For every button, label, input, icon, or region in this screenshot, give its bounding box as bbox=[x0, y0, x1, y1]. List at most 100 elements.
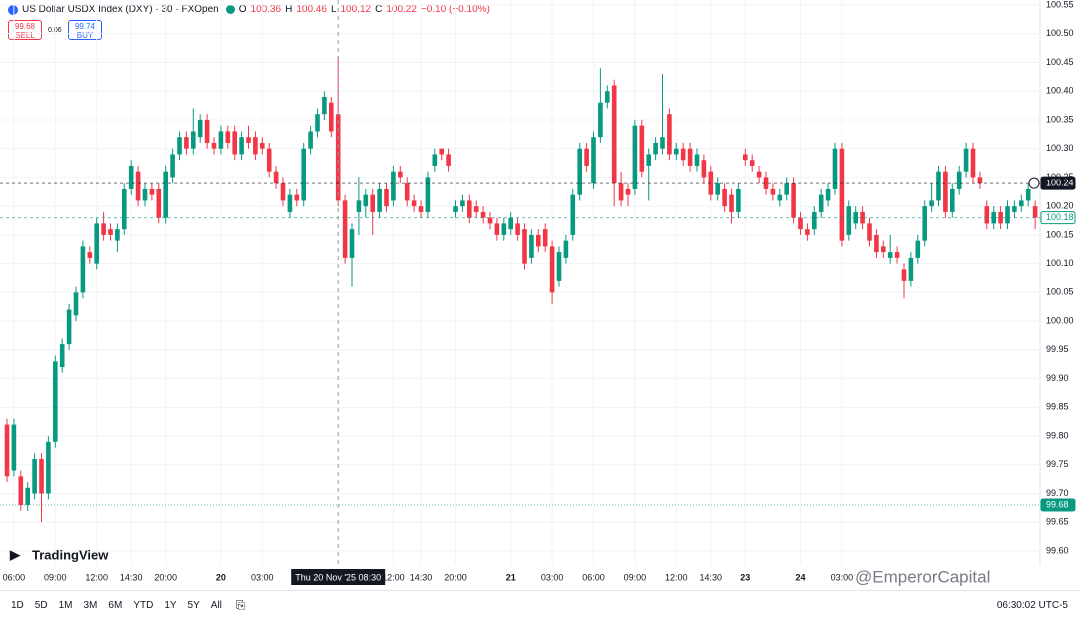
x-tick-label: 12:00 bbox=[85, 572, 108, 582]
range-button[interactable]: 5Y bbox=[187, 599, 200, 611]
clock: 06:30:02 UTC-5 bbox=[996, 599, 1068, 611]
y-tick-label: 100.50 bbox=[1046, 28, 1074, 38]
candle-body bbox=[356, 200, 362, 212]
candle-body bbox=[94, 223, 99, 264]
candle-body bbox=[936, 171, 941, 201]
candle-body bbox=[184, 137, 189, 149]
candle-body bbox=[480, 211, 486, 218]
y-tick-label: 99.75 bbox=[1046, 459, 1069, 469]
candle-body bbox=[508, 217, 513, 230]
candle-body bbox=[529, 234, 534, 258]
ohlc-c: 100.22 bbox=[386, 4, 417, 15]
x-tick-label: 09:00 bbox=[624, 572, 647, 582]
x-tick-label: 12:00 bbox=[382, 572, 405, 582]
candle-body bbox=[825, 188, 831, 201]
x-tick-label: 03:00 bbox=[541, 572, 564, 582]
sell-button[interactable]: 99.68 SELL bbox=[8, 20, 42, 40]
candle-body bbox=[329, 102, 334, 132]
candle-body bbox=[687, 148, 693, 166]
candle-body bbox=[453, 206, 458, 212]
y-tick-label: 99.85 bbox=[1046, 402, 1069, 412]
range-button[interactable]: 1D bbox=[11, 599, 24, 611]
symbol[interactable]: US Dollar USDX Index (DXY) · 30 · FXOpen bbox=[22, 4, 219, 15]
candle-body bbox=[901, 269, 907, 281]
candle-body bbox=[363, 194, 369, 207]
candle-body bbox=[335, 114, 341, 201]
candle-body bbox=[818, 194, 824, 212]
candle-body bbox=[556, 252, 562, 281]
candle-body bbox=[232, 131, 237, 155]
symbol-icon bbox=[8, 4, 18, 15]
candle-body bbox=[391, 171, 396, 201]
candle-body bbox=[736, 188, 741, 212]
y-tick-label: 99.90 bbox=[1046, 373, 1069, 383]
candle-body bbox=[1032, 206, 1038, 218]
candle-body bbox=[722, 188, 727, 207]
candle-body bbox=[25, 487, 30, 506]
candle-body bbox=[225, 131, 231, 143]
x-tick-label: 03:00 bbox=[831, 572, 854, 582]
x-tick-label: 20:00 bbox=[444, 572, 467, 582]
price-label: 100.24 bbox=[1046, 178, 1074, 188]
candle-body bbox=[536, 234, 541, 247]
candle-body bbox=[798, 217, 803, 230]
candle-body bbox=[170, 154, 175, 178]
candle-body bbox=[950, 188, 955, 212]
crosshair-label-box bbox=[291, 569, 386, 585]
candle-body bbox=[80, 246, 86, 293]
candle-body bbox=[32, 459, 37, 494]
candle-body bbox=[108, 229, 113, 235]
candle-body bbox=[460, 200, 465, 207]
candle-body bbox=[4, 424, 10, 477]
price-label-box bbox=[1040, 211, 1076, 225]
candle-body bbox=[646, 154, 651, 166]
candle-body bbox=[239, 137, 244, 155]
candle-body bbox=[59, 344, 65, 368]
range-button[interactable]: All bbox=[210, 599, 222, 611]
candle-body bbox=[46, 441, 51, 494]
candle-body bbox=[908, 257, 914, 281]
x-tick-label: 21 bbox=[506, 572, 516, 582]
candle-body bbox=[301, 148, 306, 201]
candle-body bbox=[246, 137, 251, 143]
ohlc-o-label: O bbox=[238, 4, 247, 15]
range-button[interactable]: YTD bbox=[133, 599, 154, 611]
candle-body bbox=[542, 229, 548, 247]
candle-body bbox=[970, 148, 976, 178]
y-tick-label: 100.20 bbox=[1046, 201, 1074, 211]
x-tick-label: 24 bbox=[795, 572, 805, 582]
candle-body bbox=[446, 154, 451, 166]
candle-body bbox=[149, 188, 155, 195]
ohlc-h: 100.46 bbox=[296, 4, 327, 15]
grid bbox=[0, 0, 1040, 565]
range-button[interactable]: 5D bbox=[34, 599, 48, 611]
candle-body bbox=[611, 85, 617, 184]
logo: ▶ bbox=[9, 547, 21, 562]
buy-button[interactable]: 99.74 BUY bbox=[68, 20, 102, 40]
range-button[interactable]: 6M bbox=[108, 599, 123, 611]
range-button[interactable]: 1Y bbox=[164, 599, 177, 611]
candle-body bbox=[177, 137, 182, 155]
candle-body bbox=[163, 171, 168, 218]
candle-body bbox=[487, 217, 493, 224]
y-tick-label: 100.05 bbox=[1046, 287, 1074, 297]
candle-body bbox=[73, 292, 79, 316]
price-label: 100.18 bbox=[1046, 212, 1074, 222]
candle-body bbox=[812, 211, 817, 230]
candle-body bbox=[860, 211, 865, 224]
range-button[interactable]: 1M bbox=[58, 599, 73, 611]
logo-text: TradingView bbox=[32, 547, 109, 562]
y-tick-label: 99.65 bbox=[1046, 517, 1069, 527]
candle-body bbox=[135, 171, 141, 201]
candle-body bbox=[846, 206, 852, 235]
y-tick-label: 99.70 bbox=[1046, 488, 1069, 498]
range-button[interactable]: 3M bbox=[83, 599, 98, 611]
candle-body bbox=[66, 309, 72, 345]
date-range-icon[interactable]: ⎘ bbox=[235, 597, 246, 612]
candle-body bbox=[473, 206, 479, 212]
x-tick-label: 06:00 bbox=[582, 572, 605, 582]
candle-body bbox=[570, 194, 576, 235]
candle-body bbox=[943, 171, 948, 212]
x-tick-label: 12:00 bbox=[665, 572, 688, 582]
candle-body bbox=[260, 142, 265, 149]
